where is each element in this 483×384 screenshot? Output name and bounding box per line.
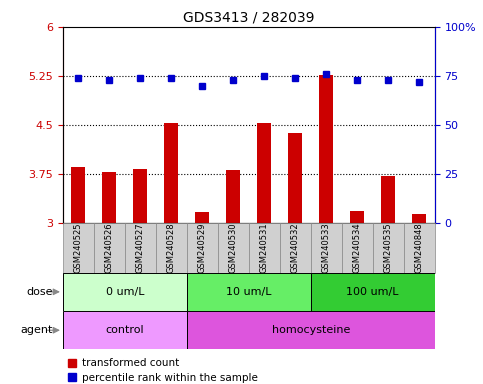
Text: control: control: [105, 325, 144, 335]
Text: agent: agent: [21, 325, 53, 335]
Text: GSM240533: GSM240533: [322, 222, 331, 273]
Bar: [404, 223, 435, 273]
Text: 10 um/L: 10 um/L: [226, 287, 271, 297]
Text: dose: dose: [27, 287, 53, 297]
Bar: [156, 223, 187, 273]
Bar: [226, 170, 240, 223]
Bar: [288, 132, 302, 223]
Bar: [187, 273, 311, 311]
Bar: [381, 176, 395, 223]
Text: GSM240525: GSM240525: [74, 222, 83, 273]
Bar: [94, 223, 125, 273]
Bar: [257, 123, 271, 223]
Bar: [280, 223, 311, 273]
Text: GSM240530: GSM240530: [229, 222, 238, 273]
Bar: [311, 273, 435, 311]
Text: GSM240528: GSM240528: [167, 222, 176, 273]
Bar: [187, 311, 435, 349]
Bar: [63, 273, 187, 311]
Text: GSM240526: GSM240526: [105, 222, 114, 273]
Title: GDS3413 / 282039: GDS3413 / 282039: [183, 10, 314, 24]
Bar: [102, 172, 116, 223]
Text: GSM240532: GSM240532: [291, 222, 300, 273]
Text: GSM240535: GSM240535: [384, 222, 393, 273]
Text: homocysteine: homocysteine: [271, 325, 350, 335]
Bar: [63, 311, 187, 349]
Bar: [350, 211, 364, 223]
Text: GSM240529: GSM240529: [198, 222, 207, 273]
Bar: [133, 169, 147, 223]
Bar: [164, 123, 178, 223]
Text: GSM240531: GSM240531: [260, 222, 269, 273]
Legend: transformed count, percentile rank within the sample: transformed count, percentile rank withi…: [68, 359, 257, 382]
Text: 0 um/L: 0 um/L: [105, 287, 144, 297]
Bar: [187, 223, 218, 273]
Bar: [195, 212, 209, 223]
Bar: [342, 223, 373, 273]
Bar: [311, 223, 342, 273]
Bar: [218, 223, 249, 273]
Text: GSM240534: GSM240534: [353, 222, 362, 273]
Bar: [373, 223, 404, 273]
Bar: [125, 223, 156, 273]
Bar: [412, 214, 426, 223]
Bar: [249, 223, 280, 273]
Bar: [319, 74, 333, 223]
Text: GSM240527: GSM240527: [136, 222, 145, 273]
Bar: [63, 223, 94, 273]
Text: 100 um/L: 100 um/L: [346, 287, 399, 297]
Bar: [71, 167, 85, 223]
Text: GSM240848: GSM240848: [415, 222, 424, 273]
